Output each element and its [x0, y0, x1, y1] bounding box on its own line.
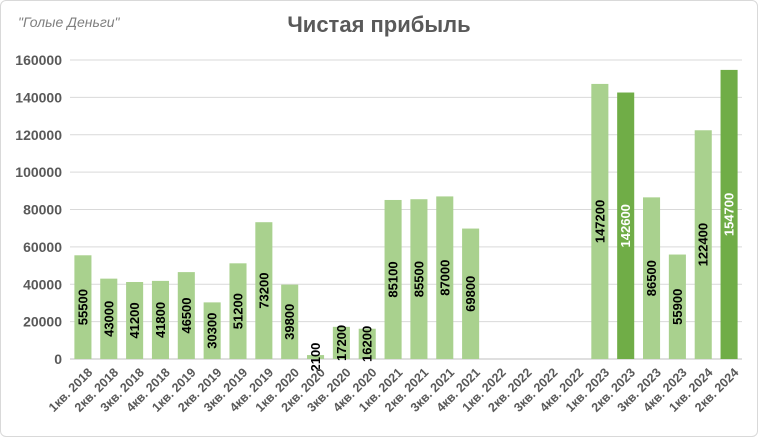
bar [74, 255, 92, 359]
data-label: 142600 [618, 204, 633, 247]
bar [332, 326, 350, 359]
bar [591, 83, 609, 360]
data-label: 87000 [437, 260, 452, 296]
bar [410, 199, 428, 359]
bar [617, 92, 635, 360]
bar [307, 355, 325, 359]
y-tick-label: 0 [54, 351, 62, 367]
bar [281, 284, 299, 359]
data-label: 73200 [256, 273, 271, 309]
bar [436, 196, 454, 359]
data-label: 85500 [411, 261, 426, 297]
bar [177, 272, 195, 359]
data-label: 30300 [205, 313, 220, 349]
bar [358, 328, 376, 359]
y-tick-label: 20000 [23, 314, 62, 330]
bar [720, 69, 738, 360]
data-label: 147200 [592, 200, 607, 243]
y-tick-label: 140000 [15, 89, 62, 105]
chart-title: Чистая прибыль [287, 12, 471, 37]
bar [668, 254, 686, 359]
y-tick-label: 40000 [23, 276, 62, 292]
bar [203, 302, 221, 359]
bar [643, 197, 661, 359]
data-label: 17200 [334, 325, 349, 361]
bar [100, 278, 118, 359]
data-label: 69800 [463, 276, 478, 312]
y-tick-label: 120000 [15, 127, 62, 143]
y-tick-label: 100000 [15, 164, 62, 180]
bar [255, 222, 273, 359]
data-label: 154700 [722, 193, 737, 236]
data-label: 55500 [75, 289, 90, 325]
bar [229, 263, 247, 359]
data-label: 39800 [282, 304, 297, 340]
data-label: 41800 [153, 302, 168, 338]
data-label: 86500 [644, 260, 659, 296]
bar [462, 228, 480, 359]
data-label: 16200 [360, 326, 375, 362]
bar [694, 130, 712, 359]
data-label: 51200 [231, 293, 246, 329]
bar [384, 199, 402, 359]
data-label: 55900 [670, 289, 685, 325]
bar [126, 282, 144, 359]
y-tick-label: 160000 [15, 52, 62, 68]
data-label: 122400 [696, 223, 711, 266]
data-label: 85100 [386, 261, 401, 297]
data-label: 2100 [308, 343, 323, 372]
y-tick-label: 60000 [23, 239, 62, 255]
watermark-text: "Голые Деньги" [18, 14, 120, 30]
data-label: 43000 [101, 301, 116, 337]
y-tick-label: 80000 [23, 202, 62, 218]
data-label: 41200 [127, 302, 142, 338]
data-label: 46500 [179, 297, 194, 333]
bar [151, 280, 169, 359]
